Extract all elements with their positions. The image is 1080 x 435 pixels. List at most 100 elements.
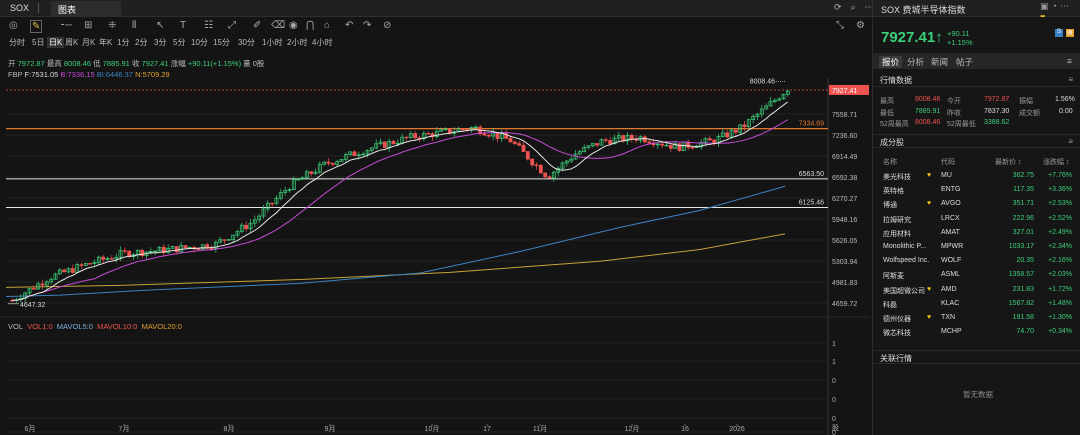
magnet-icon[interactable]: ⋂ bbox=[306, 20, 315, 31]
stat-value: 0.00 bbox=[1059, 108, 1073, 115]
menu-icon[interactable]: ≡ bbox=[1068, 75, 1073, 84]
table-row[interactable]: 微芯科技 MCHP 74.70 +0.34% bbox=[873, 326, 1080, 340]
volume-tick: 0 bbox=[832, 416, 836, 423]
heart-icon[interactable]: ♥ bbox=[927, 314, 932, 321]
pattern-tool-icon[interactable]: ⁜ bbox=[108, 20, 117, 31]
lock-icon[interactable]: ▣ bbox=[1040, 1, 1052, 11]
quote-tabs: 报价 分析 新闻 帖子 ≡ bbox=[873, 53, 1080, 69]
search-icon[interactable]: ⌕ bbox=[850, 2, 865, 12]
stat-label: 52周最低 bbox=[947, 121, 976, 128]
indicator-tool-icon[interactable]: ⫴ bbox=[132, 20, 137, 31]
undo-icon[interactable]: ↶ bbox=[345, 20, 354, 31]
period-item[interactable]: 1分 bbox=[117, 38, 130, 47]
candle-body bbox=[300, 177, 305, 180]
more-icon[interactable]: ⋯ bbox=[864, 2, 883, 12]
stat-label: 今开 bbox=[947, 98, 961, 105]
col-price[interactable]: 最新价 ↕ bbox=[995, 159, 1022, 166]
candle-body bbox=[751, 116, 756, 121]
visibility-icon[interactable]: ◉ bbox=[289, 20, 298, 31]
fullscreen-icon[interactable]: ⤡ bbox=[836, 20, 844, 31]
table-row[interactable]: Monolithic P... MPWR 1033.17 +2.34% bbox=[873, 241, 1080, 255]
candle-body bbox=[746, 119, 751, 128]
period-item[interactable]: 周K bbox=[65, 38, 79, 47]
table-row[interactable]: 英特格 ENTG 117.35 +3.36% bbox=[873, 184, 1080, 198]
line-tool-icon[interactable]: ⁃─ bbox=[60, 20, 73, 31]
candlestick-chart[interactable]: 8202.937558.717236.606914.496592.386270.… bbox=[0, 78, 870, 435]
period-item[interactable]: 5日 bbox=[32, 38, 45, 47]
candle-body bbox=[200, 244, 205, 250]
period-item[interactable]: 月K bbox=[82, 38, 96, 47]
period-item[interactable]: 年K bbox=[99, 38, 113, 47]
candle-body bbox=[430, 133, 435, 138]
period-item[interactable]: 30分 bbox=[238, 38, 255, 47]
tab-quote[interactable]: 报价 bbox=[879, 56, 903, 68]
stock-price: 222.96 bbox=[1012, 214, 1034, 222]
table-row[interactable]: 科磊 KLAC 1567.82 +1.48% bbox=[873, 298, 1080, 312]
candle-body bbox=[742, 124, 747, 128]
period-item[interactable]: 5分 bbox=[173, 38, 186, 47]
redo-icon[interactable]: ↷ bbox=[363, 20, 372, 31]
period-item[interactable]: 分时 bbox=[9, 38, 25, 47]
period-item[interactable]: 2分 bbox=[135, 38, 148, 47]
symbol-label: SOX bbox=[10, 3, 30, 13]
heart-icon[interactable]: ♥ bbox=[927, 172, 932, 179]
table-row[interactable]: 应用材料 AMAT 327.01 +2.49% bbox=[873, 227, 1080, 241]
cursor-icon[interactable]: ↖ bbox=[156, 20, 165, 31]
eraser-icon[interactable]: ⌫ bbox=[271, 20, 286, 31]
heart-icon[interactable]: ♥ bbox=[927, 285, 932, 293]
period-item[interactable]: 2小时 bbox=[287, 38, 308, 47]
measure-icon[interactable]: ⤢ bbox=[228, 20, 236, 31]
period-item[interactable]: 1小时 bbox=[262, 38, 283, 47]
table-row[interactable]: 美光科技 ♥ MU 362.75 +7.76% bbox=[873, 170, 1080, 184]
pen-icon[interactable]: ✐ bbox=[253, 20, 262, 31]
camera-icon[interactable]: ◎ bbox=[9, 20, 18, 31]
tab-chart[interactable]: 图表 bbox=[51, 1, 121, 16]
col-name: 名称 bbox=[883, 159, 897, 166]
price-change: +90.11 +1.15% bbox=[947, 29, 973, 47]
tab-analysis[interactable]: 分析 bbox=[907, 57, 925, 67]
candle-body bbox=[772, 99, 777, 102]
fibonacci-icon[interactable]: ☷ bbox=[204, 20, 213, 31]
stock-code: MCHP bbox=[941, 328, 962, 336]
heart-icon[interactable]: ♥ bbox=[927, 200, 932, 208]
refresh-icon[interactable]: ⟳ bbox=[834, 2, 851, 12]
period-item[interactable]: 10分 bbox=[191, 38, 208, 47]
table-row[interactable]: Wolfspeed Inc. WOLF 20.35 +2.16% bbox=[873, 255, 1080, 269]
candle-body bbox=[517, 143, 522, 146]
candle-body bbox=[413, 133, 418, 139]
candle-body bbox=[551, 171, 556, 179]
period-item[interactable]: 3分 bbox=[154, 38, 167, 47]
table-row[interactable]: 美国超微公司 ♥ AMD 231.83 +1.72% bbox=[873, 284, 1080, 298]
bell-icon[interactable]: ◔ bbox=[1051, 1, 1060, 11]
table-row[interactable]: 博通 ♥ AVGO 351.71 +2.53% bbox=[873, 198, 1080, 212]
calc-icon[interactable]: ▤ bbox=[1066, 29, 1074, 37]
table-row[interactable]: 德州仪器 ♥ TXN 191.58 +1.30% bbox=[873, 312, 1080, 326]
draw-mode-icon[interactable]: ✎ bbox=[30, 20, 43, 33]
candle-body bbox=[443, 128, 448, 131]
trade-icon[interactable]: S bbox=[1055, 29, 1063, 37]
candle-body bbox=[309, 171, 314, 174]
level-label: 6563.50 bbox=[799, 171, 824, 178]
menu-icon[interactable]: ≡ bbox=[1067, 56, 1072, 66]
delete-icon[interactable]: ⌂ bbox=[324, 20, 331, 31]
text-tool-icon[interactable]: T bbox=[180, 20, 187, 31]
table-row[interactable]: 拉姆研究 LRCX 222.96 +2.52% bbox=[873, 213, 1080, 227]
candle-body bbox=[781, 93, 786, 100]
candle-body bbox=[27, 288, 32, 294]
mavol10: MAVOL10:0 bbox=[97, 322, 138, 331]
stock-name: Wolfspeed Inc. bbox=[883, 257, 930, 265]
stat-label: 振幅 bbox=[1019, 98, 1033, 105]
period-item[interactable]: 15分 bbox=[213, 38, 230, 47]
crosshair-icon[interactable]: ⊞ bbox=[84, 20, 93, 31]
period-item[interactable]: 4小时 bbox=[312, 38, 333, 47]
tab-posts[interactable]: 帖子 bbox=[956, 57, 974, 67]
period-item-active[interactable]: 日K bbox=[47, 37, 65, 48]
stock-change: +2.52% bbox=[1048, 214, 1072, 222]
col-change[interactable]: 涨跌幅 ↕ bbox=[1043, 159, 1070, 166]
table-row[interactable]: 阿斯麦 ASML 1358.57 +2.03% bbox=[873, 269, 1080, 283]
menu-icon[interactable]: ≡ bbox=[1068, 137, 1073, 146]
clear-icon[interactable]: ⊘ bbox=[383, 20, 392, 31]
settings-icon[interactable]: ⚙ bbox=[856, 20, 865, 31]
more-icon[interactable]: ⋯ bbox=[1059, 1, 1072, 11]
tab-news[interactable]: 新闻 bbox=[931, 57, 949, 67]
